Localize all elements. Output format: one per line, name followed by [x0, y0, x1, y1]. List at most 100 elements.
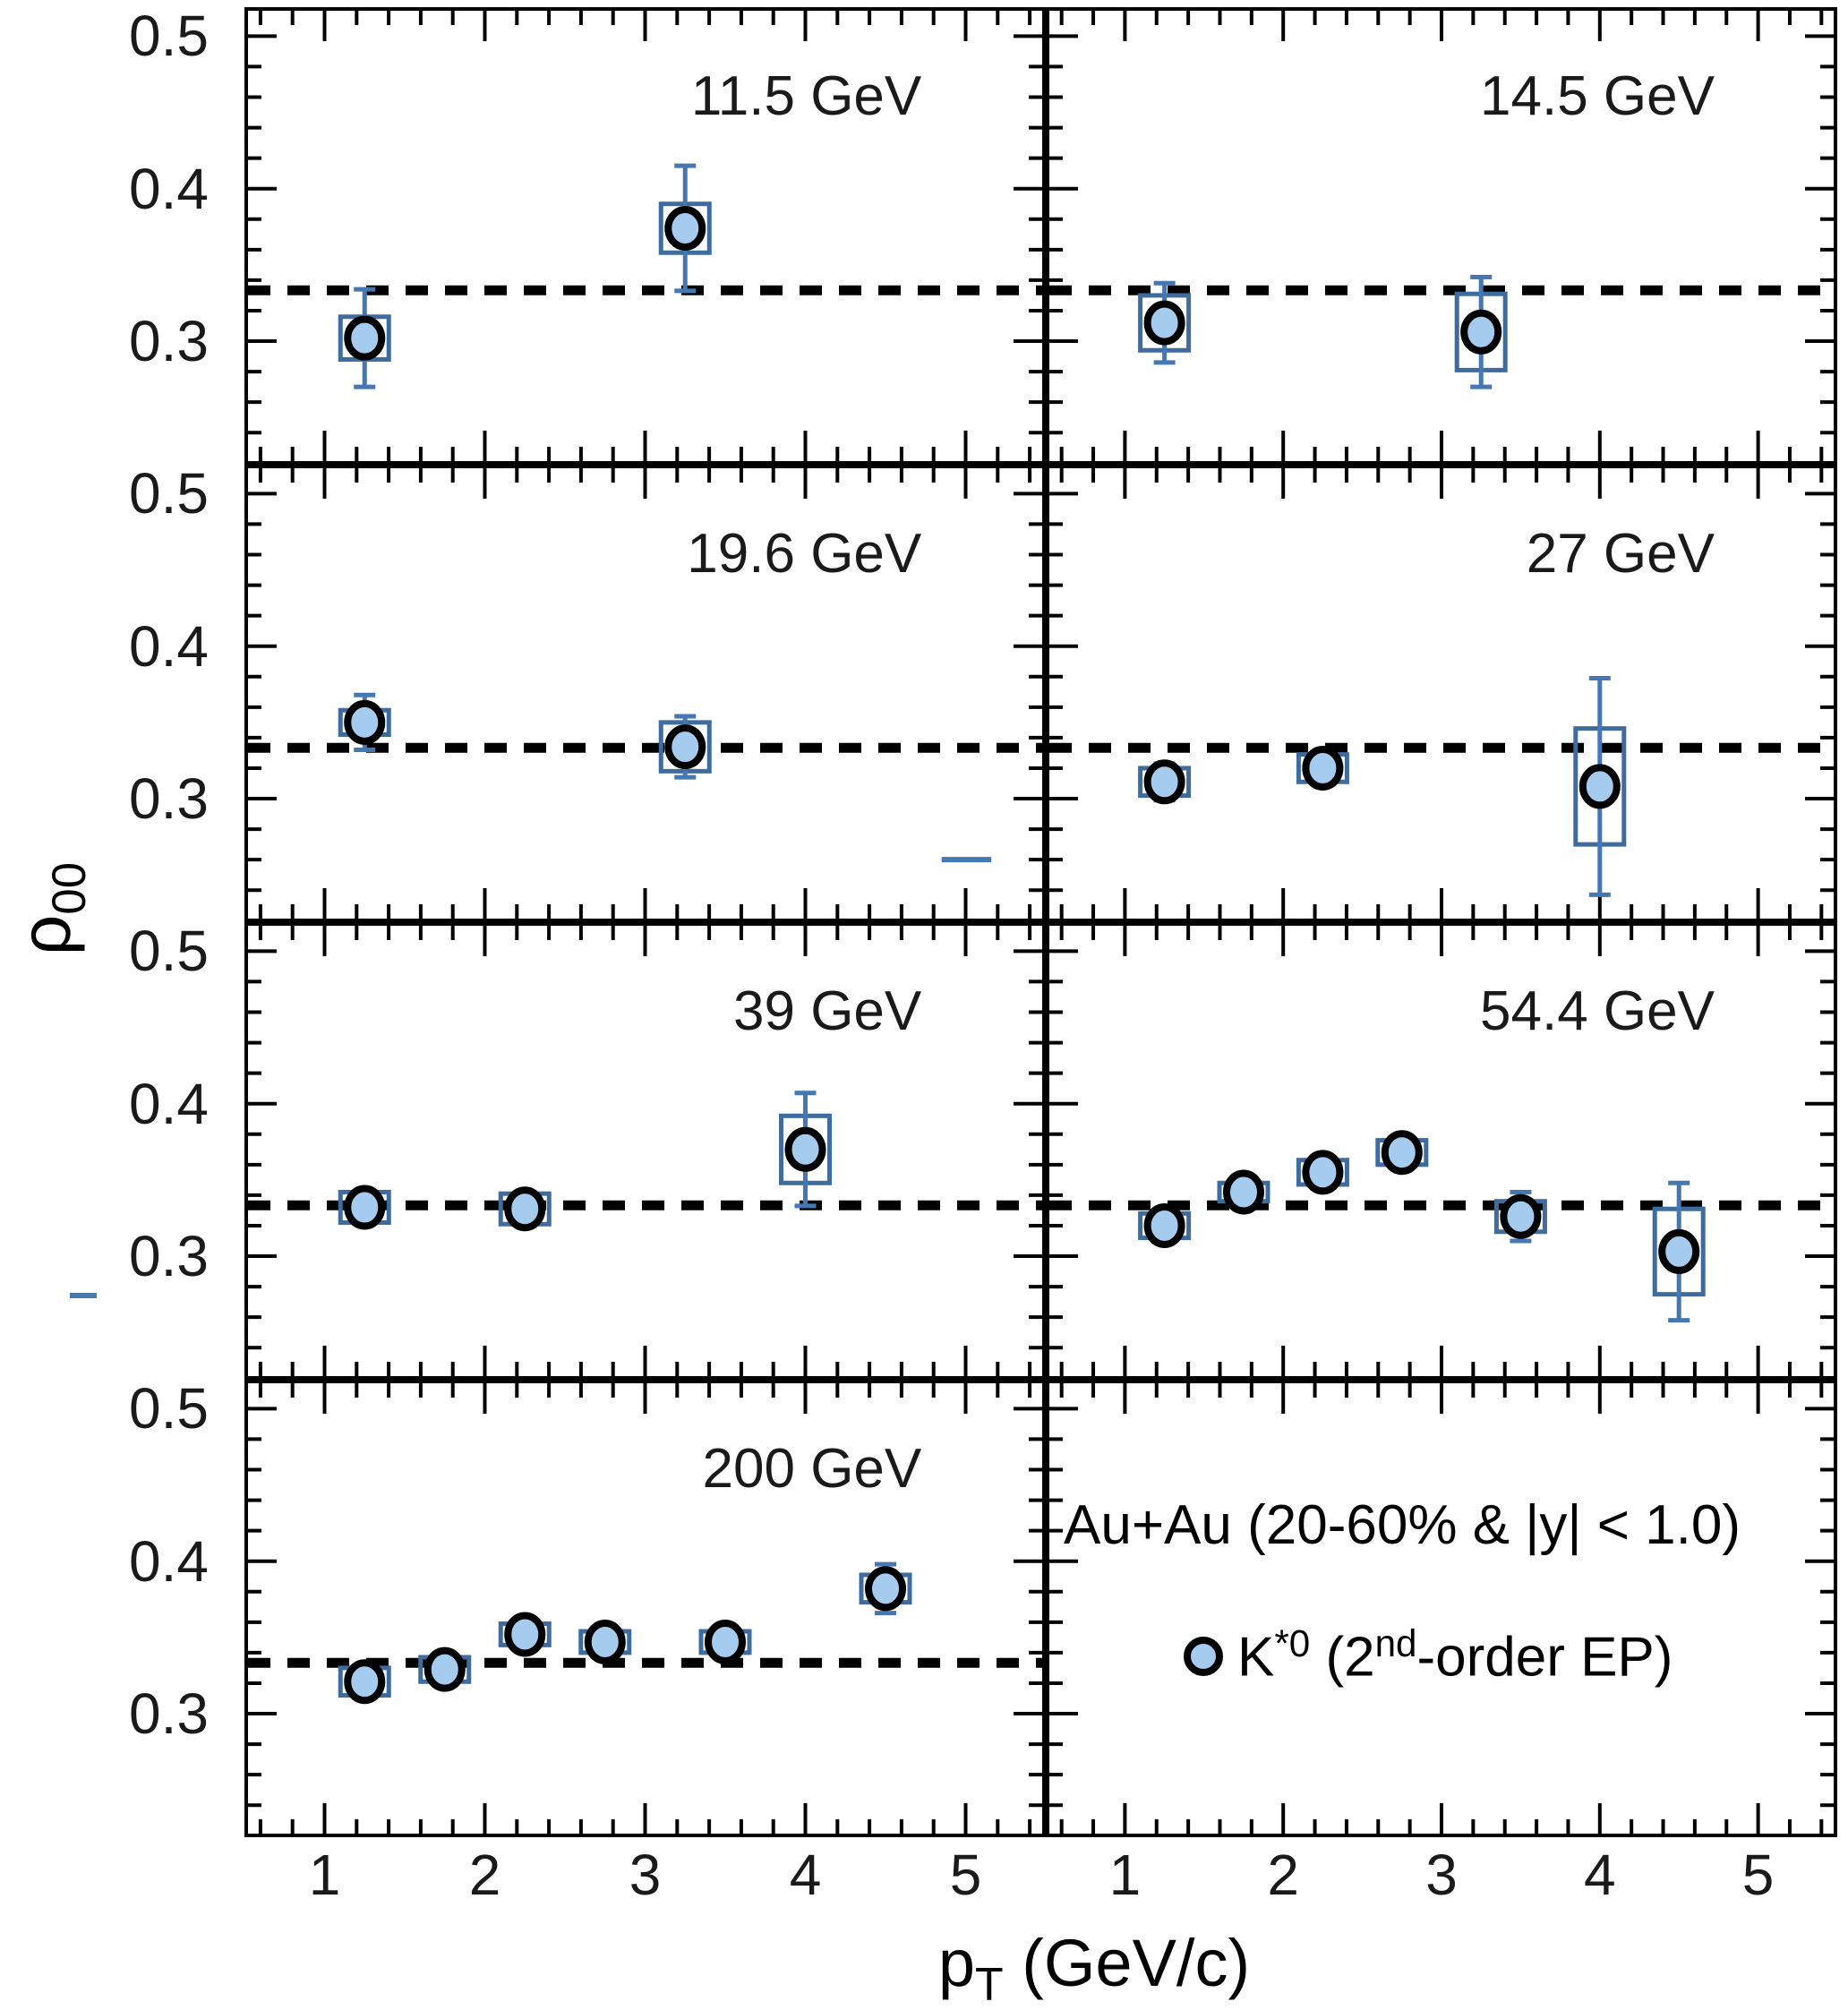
marker-circle: [344, 1659, 386, 1705]
marker-circle: [664, 205, 706, 251]
marker-circle: [784, 1126, 826, 1172]
x-tick-label: 4: [1584, 1843, 1616, 1907]
legend-series-sup2: nd: [1374, 1622, 1417, 1664]
marker-circle: [1223, 1169, 1264, 1215]
y-axis-title: ρ00: [4, 730, 96, 1088]
data-point: [698, 1619, 752, 1664]
y-tick-label: 0.5: [129, 1376, 209, 1441]
x-tick-label: 1: [308, 1843, 341, 1907]
marker-circle: [1658, 1228, 1700, 1274]
marker-circle: [344, 1185, 386, 1230]
y-axis-title-sub: 00: [43, 861, 96, 915]
legend-series-marker-icon: [1184, 1637, 1223, 1676]
marker-circle: [1143, 759, 1185, 805]
y-tick-label: 0.5: [129, 919, 209, 984]
data-point: [498, 1612, 552, 1657]
x-axis-title: pT (GeV/c): [915, 1925, 1273, 2010]
legend-series-post: -order EP): [1416, 1626, 1673, 1689]
panel-energy-label: 54.4 GeV: [1480, 980, 1715, 1042]
x-tick-label: 4: [789, 1843, 822, 1907]
panel-border: [1046, 465, 1837, 922]
data-point: [1217, 1169, 1270, 1215]
marker-circle: [1500, 1193, 1542, 1239]
marker-circle: [504, 1186, 546, 1232]
panel-border: [1046, 7, 1837, 465]
panel-border: [244, 1380, 1046, 1837]
x-axis-title-rest: (GeV/c): [1003, 1926, 1251, 2000]
panel-border: [1046, 922, 1837, 1380]
legend-series-pre: K: [1237, 1626, 1275, 1689]
legend-series-sup1: *0: [1274, 1622, 1311, 1664]
marker-circle: [705, 1619, 746, 1664]
legend-series-mid: (2: [1310, 1626, 1375, 1689]
panel-border: [244, 922, 1046, 1380]
x-tick-label: 5: [1741, 1843, 1775, 1907]
data-point: [1573, 675, 1627, 897]
panel-energy-label: 27 GeV: [1527, 523, 1715, 585]
x-tick-label: 5: [949, 1843, 982, 1907]
y-tick-label: 0.3: [129, 1224, 209, 1289]
legend-panel: [1046, 1380, 1837, 1837]
x-tick-label: 3: [629, 1843, 662, 1907]
data-point: [1138, 759, 1192, 805]
plot-panel: 14.5 GeV: [1046, 7, 1837, 465]
y-tick-label: 0.4: [129, 613, 209, 679]
plot-panel: 27 GeV: [1046, 465, 1837, 922]
plot-panel: 11.5 GeV: [244, 7, 1046, 465]
data-point: [498, 1186, 552, 1232]
data-point: [658, 163, 712, 294]
x-tick-label: 1: [1108, 1843, 1142, 1907]
y-tick-label: 0.3: [129, 766, 209, 832]
marker-circle: [504, 1612, 546, 1657]
data-point: [338, 1185, 391, 1230]
marker-circle: [1460, 309, 1502, 355]
plot-panel: 39 GeV: [244, 922, 1046, 1380]
data-point: [658, 714, 712, 780]
x-axis-title-main: p: [937, 1926, 976, 2000]
data-point: [1296, 745, 1349, 791]
stray-dash-margin: [70, 1293, 97, 1298]
data-point: [338, 1659, 391, 1705]
panel-energy-label: 39 GeV: [733, 980, 922, 1042]
marker-circle: [1143, 300, 1185, 346]
y-tick-label: 0.4: [129, 1071, 209, 1136]
panel-border: [1046, 1380, 1837, 1837]
marker-circle: [1143, 1202, 1185, 1248]
marker-circle: [344, 315, 386, 361]
x-tick-label: 3: [1425, 1843, 1458, 1907]
legend-series-label: K*0 (2nd-order EP): [1237, 1622, 1673, 1689]
marker-circle: [584, 1619, 626, 1664]
panel-energy-label: 14.5 GeV: [1480, 65, 1715, 127]
marker-circle: [1578, 764, 1621, 809]
plot-panel: 54.4 GeV: [1046, 922, 1837, 1380]
marker-circle: [1302, 1150, 1344, 1195]
data-point: [1296, 1150, 1349, 1195]
plot-panel: 200 GeV: [244, 1380, 1046, 1837]
data-point: [1652, 1180, 1706, 1323]
y-tick-label: 0.4: [129, 1528, 209, 1594]
data-point: [338, 287, 391, 389]
data-point: [418, 1646, 472, 1692]
panel-energy-label: 200 GeV: [703, 1438, 922, 1500]
data-point: [859, 1561, 912, 1616]
data-point: [1375, 1130, 1429, 1176]
marker-circle: [865, 1566, 906, 1612]
y-axis-title-main: ρ: [5, 914, 85, 956]
marker-circle: [344, 699, 386, 745]
data-point: [338, 692, 391, 753]
data-point: [1138, 280, 1192, 365]
y-tick-label: 0.4: [129, 156, 209, 221]
x-axis-title-sub: T: [975, 1957, 1004, 2010]
x-tick-label: 2: [1267, 1843, 1299, 1907]
data-point: [779, 1091, 832, 1209]
data-point: [1454, 274, 1508, 389]
legend-system-label: Au+Au (20-60% & |y| < 1.0): [1064, 1494, 1741, 1556]
plot-panel: 19.6 GeV: [244, 465, 1046, 922]
y-tick-label: 0.3: [129, 1681, 209, 1747]
y-tick-label: 0.5: [129, 4, 209, 69]
marker-circle: [1302, 745, 1344, 791]
data-point: [1493, 1189, 1547, 1244]
panel-border: [244, 7, 1046, 465]
marker-circle: [1381, 1130, 1423, 1176]
